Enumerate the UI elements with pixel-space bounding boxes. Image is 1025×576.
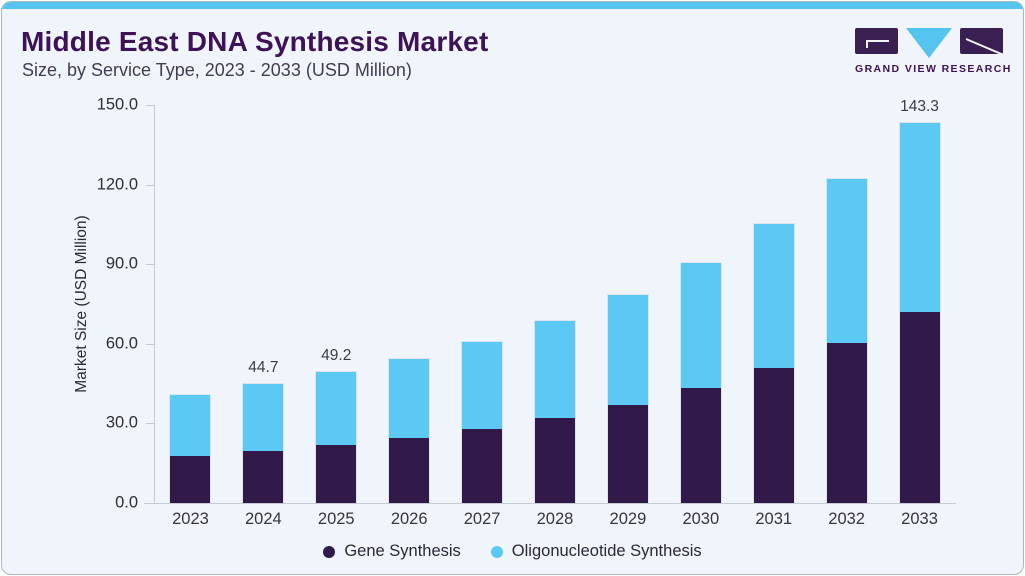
y-tick-label-30.0: 30.0 bbox=[105, 413, 138, 432]
bar-2029-oligonucleotide-segment bbox=[607, 294, 648, 406]
bar-2031-oligonucleotide-segment bbox=[753, 223, 794, 368]
y-tick-label-0.0: 0.0 bbox=[115, 493, 138, 512]
y-tick-mark bbox=[146, 184, 154, 186]
legend-marker-icon bbox=[323, 545, 336, 558]
bar-2032-oligonucleotide-segment bbox=[826, 178, 867, 343]
plot-area: 44.7 49.2 143.3 bbox=[154, 98, 956, 505]
bar-2032 bbox=[825, 177, 868, 504]
bar-group-2029 bbox=[591, 105, 664, 505]
y-tick-label-90.0: 90.0 bbox=[105, 254, 138, 273]
legend-item-gene-synthesis: Gene Synthesis bbox=[323, 542, 461, 561]
bar-group-2024: 44.7 bbox=[227, 105, 300, 504]
bar-group-2028 bbox=[519, 105, 592, 505]
bar-group-2032 bbox=[810, 105, 883, 504]
bar-group-2033: 143.3 bbox=[883, 98, 956, 505]
y-tick-mark bbox=[146, 343, 154, 345]
bar-group-2027 bbox=[446, 105, 519, 505]
y-tick-label-60.0: 60.0 bbox=[105, 334, 138, 353]
bar-2031 bbox=[752, 222, 795, 505]
x-tick-label-2033: 2033 bbox=[901, 510, 938, 528]
logo-g-mark-icon bbox=[855, 28, 898, 54]
bar-group-2031 bbox=[737, 105, 810, 505]
bar-group-2026 bbox=[373, 105, 446, 504]
legend-label: Oligonucleotide Synthesis bbox=[511, 542, 702, 560]
x-tick-label-2028: 2028 bbox=[536, 510, 574, 528]
bar-2029-gene-segment bbox=[607, 405, 648, 503]
bar-2023 bbox=[169, 394, 212, 504]
y-tick-mark bbox=[146, 423, 154, 425]
bar-2027-gene-segment bbox=[462, 428, 503, 503]
y-tick-label-120.0: 120.0 bbox=[96, 175, 138, 194]
y-axis-line bbox=[154, 105, 155, 503]
bar-2031-gene-segment bbox=[753, 367, 794, 503]
bar-2028 bbox=[533, 319, 576, 505]
bar-2024-oligonucleotide-segment bbox=[243, 384, 284, 451]
bar-2025 bbox=[315, 371, 358, 504]
bar-2023-oligonucleotide-segment bbox=[170, 395, 211, 456]
x-tick-label-2032: 2032 bbox=[828, 510, 865, 528]
x-tick-label-2031: 2031 bbox=[755, 510, 793, 528]
bar-2033-value-label: 143.3 bbox=[900, 97, 939, 115]
bar-2023-gene-segment bbox=[170, 455, 211, 503]
bar-2028-gene-segment bbox=[534, 418, 575, 503]
legend-label: Gene Synthesis bbox=[344, 542, 461, 560]
top-accent-bar bbox=[2, 2, 1023, 9]
bar-2027 bbox=[461, 340, 504, 505]
bar-2024-value-label: 44.7 bbox=[248, 359, 279, 377]
legend: Gene Synthesis Oligonucleotide Synthesis bbox=[2, 542, 1023, 561]
logo-v-mark-icon bbox=[906, 28, 952, 58]
y-tick-label-150.0: 150.0 bbox=[96, 95, 138, 114]
bar-2033-oligonucleotide-segment bbox=[899, 122, 940, 312]
logo-wordmark: GRAND VIEW RESEARCH bbox=[855, 63, 1012, 75]
x-tick-label-2023: 2023 bbox=[172, 510, 209, 528]
x-tick-label-2025: 2025 bbox=[317, 510, 355, 528]
bar-2026 bbox=[388, 358, 431, 504]
bar-2030-gene-segment bbox=[680, 388, 721, 503]
bar-2026-gene-segment bbox=[389, 438, 430, 503]
bar-group-2030 bbox=[664, 105, 737, 505]
y-tick-mark bbox=[146, 105, 154, 106]
bar-2033-gene-segment bbox=[899, 311, 940, 503]
x-tick-label-2024: 2024 bbox=[245, 510, 282, 528]
bar-2025-oligonucleotide-segment bbox=[316, 372, 357, 445]
legend-item-oligonucleotide-synthesis: Oligonucleotide Synthesis bbox=[490, 542, 702, 561]
bar-2030-oligonucleotide-segment bbox=[680, 262, 721, 389]
bar-group-2023 bbox=[154, 105, 227, 504]
bar-2032-gene-segment bbox=[826, 342, 867, 503]
bar-2025-value-label: 49.2 bbox=[321, 347, 352, 365]
x-tick-label-2029: 2029 bbox=[609, 510, 647, 528]
bar-group-2025: 49.2 bbox=[300, 105, 373, 504]
bar-2033 bbox=[898, 121, 941, 505]
bar-2029 bbox=[606, 293, 649, 505]
bar-2028-oligonucleotide-segment bbox=[534, 320, 575, 419]
bar-2026-oligonucleotide-segment bbox=[389, 359, 430, 439]
chart-title: Middle East DNA Synthesis Market bbox=[21, 26, 489, 57]
x-axis-line bbox=[144, 503, 956, 504]
bar-2024-gene-segment bbox=[243, 451, 284, 503]
y-tick-mark bbox=[146, 264, 154, 266]
gvr-logo: GRAND VIEW RESEARCH bbox=[855, 28, 1012, 75]
chart-subtitle: Size, by Service Type, 2023 - 2033 (USD … bbox=[22, 60, 412, 80]
legend-marker-icon bbox=[490, 545, 503, 558]
bar-2027-oligonucleotide-segment bbox=[462, 341, 503, 429]
logo-r-mark-icon bbox=[960, 28, 1003, 54]
x-tick-label-2030: 2030 bbox=[682, 510, 720, 528]
y-axis-title: Market Size (USD Million) bbox=[73, 215, 90, 393]
bar-2024 bbox=[242, 383, 285, 504]
x-tick-label-2027: 2027 bbox=[463, 510, 501, 528]
bar-2030 bbox=[679, 261, 722, 505]
bar-2025-gene-segment bbox=[316, 444, 357, 503]
x-tick-label-2026: 2026 bbox=[390, 510, 428, 528]
gvr-logo-marks bbox=[855, 28, 1003, 58]
